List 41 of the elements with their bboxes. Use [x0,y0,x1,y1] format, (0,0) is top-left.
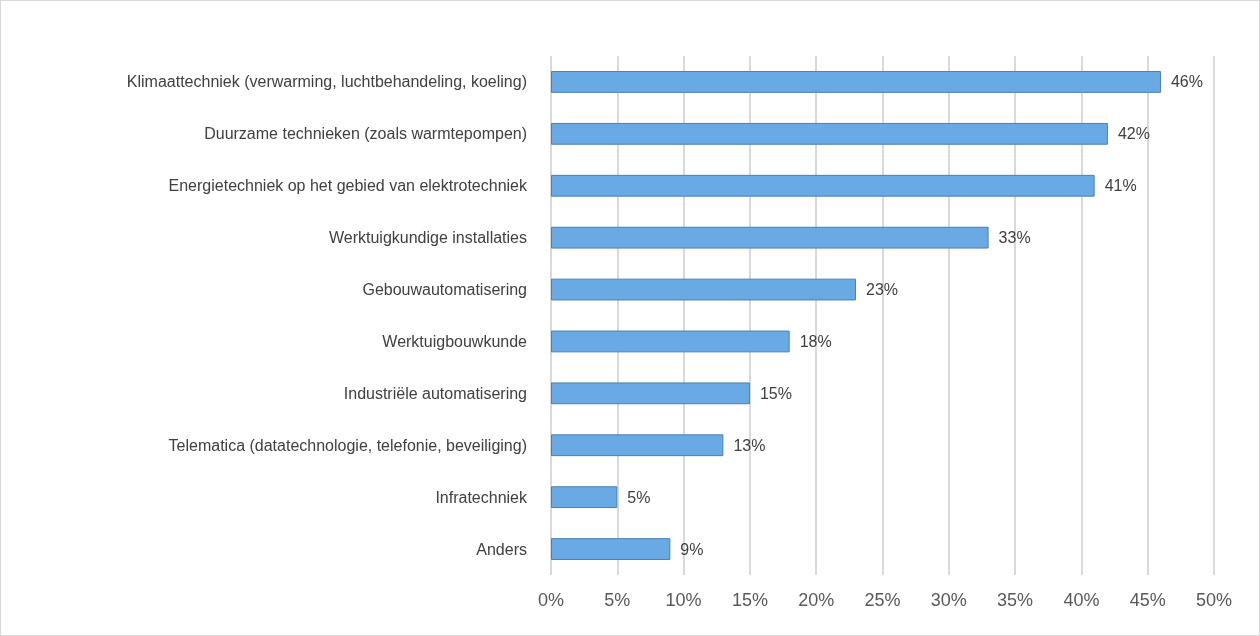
x-tick-label: 5% [604,590,631,610]
bar [551,174,1095,197]
bar [551,226,989,249]
data-label: 42% [1117,125,1150,143]
y-tick-label: Klimaattechniek (verwarming, luchtbehandeling, koeling) [126,73,527,91]
data-label: 15% [759,384,792,402]
x-tick-label: 0% [537,590,565,610]
x-tick-label: 10% [665,590,702,610]
data-label: 13% [733,436,766,454]
x-tick-label: 20% [798,590,835,610]
x-tick-label: 40% [1063,590,1100,610]
y-tick-label: Duurzame technieken (zoals warmtepompen) [204,125,527,143]
bar [551,122,1108,145]
y-tick-label: Energietechniek op het gebied van elektrotechniek [168,177,528,195]
y-tick-label: Werktuigkundige installaties [328,229,527,247]
data-label: 9% [680,540,704,558]
x-tick-label: 50% [1195,590,1233,610]
data-label: 33% [998,229,1031,247]
x-tick-label: 15% [731,590,768,610]
bar [551,71,1161,93]
x-tick-label: 45% [1129,590,1166,610]
bar [551,486,618,509]
y-tick-label: Industriële automatisering [343,384,527,402]
data-label: 41% [1104,177,1137,195]
bar [551,330,790,353]
x-tick-label: 30% [930,590,967,610]
data-label: 46% [1170,73,1203,91]
bar [551,382,750,405]
bar [551,434,724,457]
data-label: 23% [865,281,899,299]
y-tick-label: Anders [476,540,527,558]
y-tick-label: Werktuigbouwkunde [382,332,528,350]
x-tick-label: 35% [997,590,1034,610]
bar [551,538,671,560]
data-label: 18% [799,332,832,350]
data-label: 5% [627,488,651,506]
y-tick-label: Telematica (datatechnologie, telefonie, beveiliging) [168,436,527,454]
y-tick-label: Infratechniek [435,488,528,506]
y-tick-label: Gebouwautomatisering [362,281,527,299]
x-tick-label: 25% [864,590,901,610]
bar [551,278,856,301]
